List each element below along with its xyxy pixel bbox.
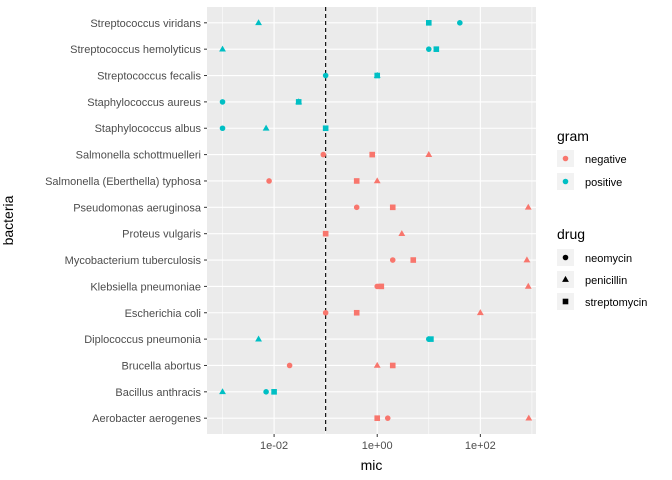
y-tick-label: Mycobacterium tuberculosis <box>65 255 202 267</box>
legend-key-positive <box>562 178 569 185</box>
legend-key-streptomycin <box>562 298 569 305</box>
legend-key-negative <box>562 155 569 162</box>
data-point <box>433 46 440 52</box>
data-point <box>410 257 417 263</box>
data-point <box>373 361 381 368</box>
data-point <box>389 204 396 211</box>
legend-key-neomycin <box>562 254 569 261</box>
data-point <box>425 46 432 52</box>
y-tick-label: Streptococcus fecalis <box>97 71 201 83</box>
x-axis-title: mic <box>361 457 383 473</box>
data-point <box>378 283 385 290</box>
y-tick-label: Bacillus anthracis <box>115 387 201 399</box>
x-tick-label: 1e-02 <box>260 440 288 452</box>
data-point <box>219 125 226 132</box>
data-point <box>295 99 302 105</box>
data-point <box>524 203 532 210</box>
data-point <box>322 125 329 132</box>
data-point <box>353 309 360 316</box>
y-axis: Aerobacter aerogenes Bacillus anthracis Br… <box>45 18 207 425</box>
data-point <box>425 20 432 26</box>
data-point <box>271 389 277 395</box>
legend-label-streptomycin: streptomycin <box>585 297 647 309</box>
data-point <box>428 336 434 342</box>
legend-label-positive: positive <box>585 177 622 189</box>
y-tick-label: Escherichia coli <box>125 308 201 320</box>
y-tick-label: Proteus vulgaris <box>122 229 201 241</box>
data-point <box>262 124 270 131</box>
data-point <box>353 204 360 211</box>
data-point <box>425 151 433 157</box>
data-point <box>322 230 329 237</box>
legend-drug-title: drug <box>557 226 585 242</box>
data-point <box>219 99 226 105</box>
data-point <box>523 256 531 263</box>
legend-gram-title: gram <box>557 128 589 144</box>
data-point <box>353 178 360 184</box>
y-tick-label: Streptococcus viridans <box>90 18 201 30</box>
y-tick-label: Klebsiella pneumoniae <box>90 281 201 293</box>
y-tick-label: Aerobacter aerogenes <box>92 413 201 425</box>
y-tick-label: Salmonella schottmuelleri <box>76 150 201 162</box>
y-tick-label: Staphylococcus albus <box>95 123 202 135</box>
data-point <box>322 72 329 79</box>
data-point <box>255 335 262 342</box>
legend-label-negative: negative <box>585 154 627 166</box>
data-point <box>373 177 381 184</box>
y-tick-label: Brucella abortus <box>122 360 202 372</box>
plot-panel <box>207 7 536 434</box>
legend-label-penicillin: penicillin <box>585 275 627 287</box>
data-point <box>374 72 381 79</box>
grid-major <box>207 7 536 434</box>
data-point <box>219 388 226 395</box>
data-point <box>219 45 226 52</box>
data-point <box>266 178 272 184</box>
data-point <box>255 19 262 26</box>
y-tick-label: Streptococcus hemolyticus <box>70 44 201 56</box>
legend-drug: drug neomycin penicillin streptomycin <box>557 226 647 310</box>
data-point <box>524 282 532 289</box>
data-point <box>374 415 381 421</box>
x-tick-label: 1e+02 <box>465 440 496 452</box>
x-axis: 1e-02 1e+00 1e+02 <box>260 434 496 452</box>
legend-key-penicillin <box>562 275 569 282</box>
legend-label-neomycin: neomycin <box>585 253 632 265</box>
data-point <box>384 415 391 421</box>
y-tick-label: Salmonella (Eberthella) typhosa <box>45 176 202 188</box>
data-point <box>525 414 533 421</box>
data-point <box>286 362 293 369</box>
data-point <box>320 151 327 158</box>
y-tick-label: Diplococcus pneumonia <box>84 334 202 346</box>
x-tick-label: 1e+00 <box>362 440 393 452</box>
data-point <box>457 20 463 26</box>
y-tick-label: Pseudomonas aeruginosa <box>73 202 202 214</box>
data-point <box>389 362 396 369</box>
data-point <box>389 257 396 263</box>
data-point <box>322 309 329 316</box>
y-tick-label: Staphylococcus aureus <box>87 97 201 109</box>
data-point <box>263 389 269 395</box>
data-point <box>398 230 406 237</box>
data-points <box>219 19 533 421</box>
data-point <box>369 151 376 158</box>
data-point <box>476 309 484 316</box>
y-axis-title: bacteria <box>0 195 16 245</box>
legend-gram: gram negative positive <box>557 128 627 190</box>
